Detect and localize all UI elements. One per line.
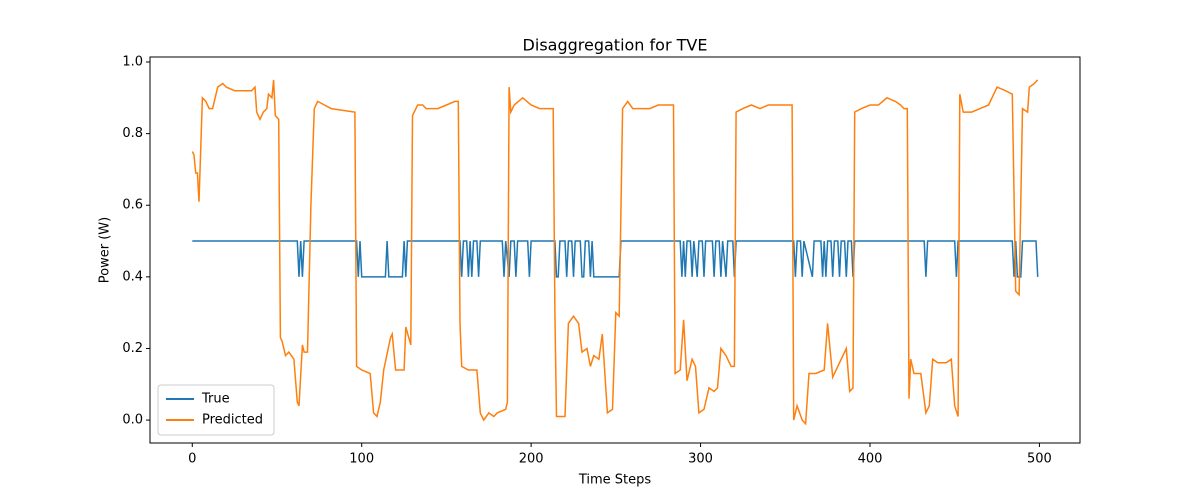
y-tick-label: 0.4 [122,269,143,284]
y-tick-label: 0.0 [122,413,143,428]
chart-title: Disaggregation for TVE [523,36,708,55]
x-tick-label: 100 [349,452,374,467]
y-tick-label: 0.8 [122,126,143,141]
legend-label: Predicted [202,413,263,428]
y-axis-label: Power (W) [98,217,113,283]
series-line [191,79,1039,426]
x-tick-label: 300 [688,452,713,467]
plot-frame [149,56,1081,444]
y-tick-label: 0.6 [122,198,143,213]
series-line [192,240,1039,278]
x-tick-label: 0 [188,452,196,467]
legend-box [157,384,275,436]
x-tick-label: 500 [1027,452,1052,467]
y-tick-label: 0.2 [122,341,143,356]
x-tick-label: 400 [858,452,883,467]
legend-label: True [201,392,230,407]
x-axis-label: Time Steps [578,473,652,488]
x-tick-label: 200 [519,452,544,467]
y-tick-label: 1.0 [122,55,143,70]
